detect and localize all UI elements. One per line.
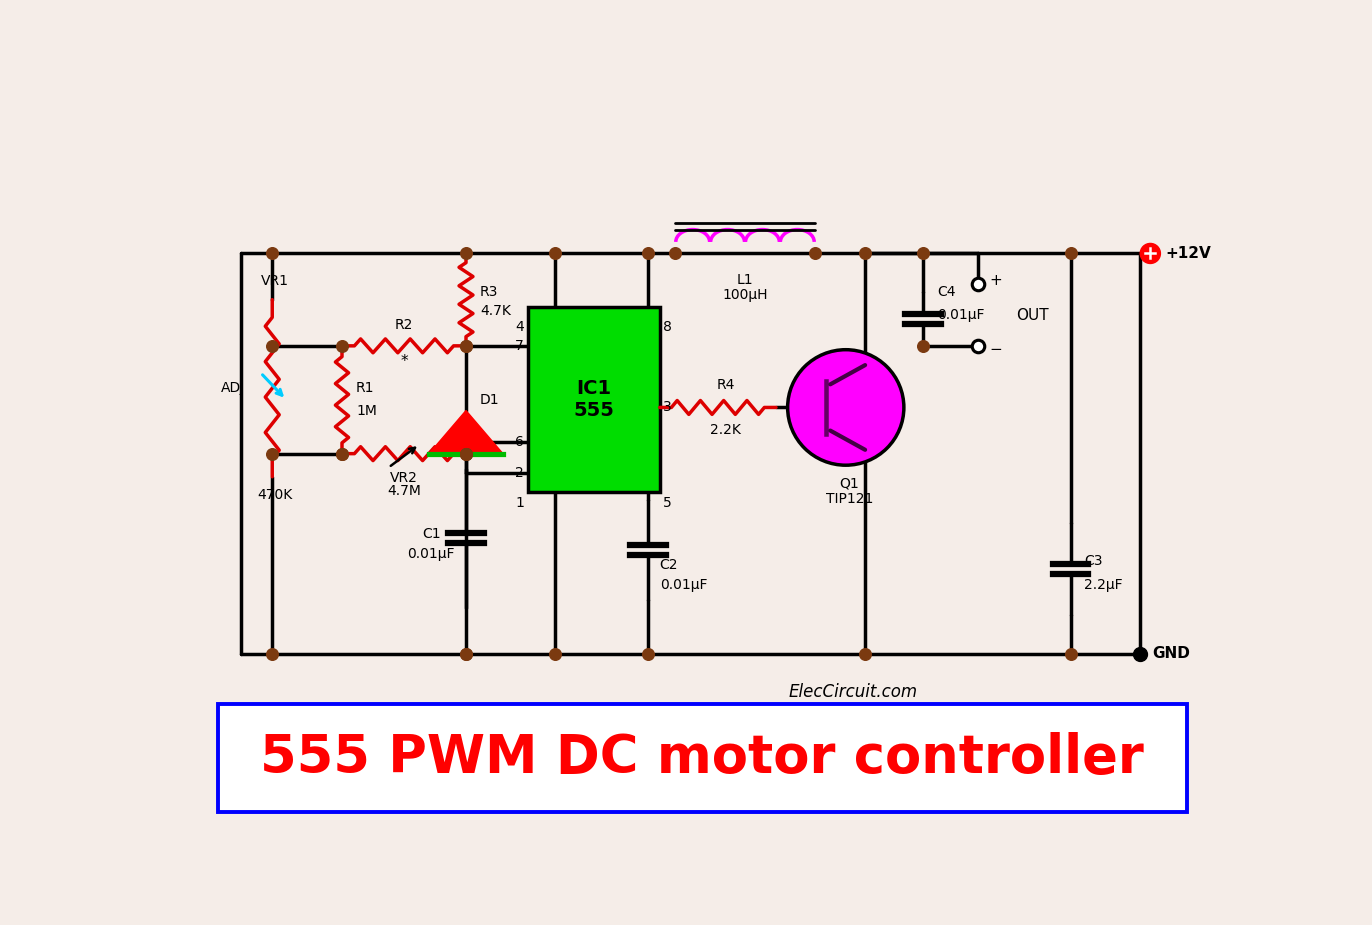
Point (1059, 246, 1081, 261)
Text: R1: R1 (355, 381, 375, 395)
Text: OUT: OUT (1017, 307, 1048, 323)
Text: −: − (989, 342, 1002, 357)
Text: 1M: 1M (355, 404, 377, 418)
Text: 1: 1 (516, 496, 524, 510)
Text: +: + (989, 273, 1002, 288)
Point (637, 246, 659, 261)
Point (664, 246, 686, 261)
Text: R2: R2 (395, 318, 413, 332)
Point (261, 246, 283, 261)
Text: 0.01μF: 0.01μF (407, 547, 456, 561)
Point (456, 446, 477, 461)
Text: 100μH: 100μH (722, 288, 768, 302)
Text: 470K: 470K (257, 488, 292, 502)
Point (545, 246, 567, 261)
Point (855, 246, 877, 261)
Text: ADJ: ADJ (221, 381, 246, 395)
Text: ElecCircuit.com: ElecCircuit.com (789, 684, 918, 701)
Text: IC1
555: IC1 555 (573, 379, 615, 420)
Point (637, 647, 659, 661)
Text: 0.01μF: 0.01μF (937, 308, 985, 322)
Text: 6: 6 (516, 435, 524, 450)
Point (331, 446, 353, 461)
Text: 4: 4 (516, 320, 524, 334)
Point (804, 246, 826, 261)
Point (331, 446, 353, 461)
Text: GND: GND (1152, 647, 1190, 661)
Text: C1: C1 (421, 527, 440, 541)
Point (456, 339, 477, 353)
Text: VR2: VR2 (390, 471, 418, 485)
Point (261, 446, 283, 461)
Point (456, 246, 477, 261)
Text: 4.7K: 4.7K (480, 304, 510, 318)
Text: +12V: +12V (1165, 246, 1211, 261)
Text: 555 PWM DC motor controller: 555 PWM DC motor controller (261, 732, 1144, 783)
Point (912, 246, 934, 261)
Text: D1: D1 (480, 393, 499, 407)
Text: 2.2μF: 2.2μF (1084, 577, 1124, 592)
Point (912, 339, 934, 353)
Point (456, 647, 477, 661)
Point (456, 446, 477, 461)
Text: 4.7M: 4.7M (387, 485, 421, 499)
Point (261, 339, 283, 353)
Point (261, 647, 283, 661)
Polygon shape (429, 411, 504, 453)
Point (1129, 647, 1151, 661)
Point (456, 446, 477, 461)
Text: 0.01μF: 0.01μF (660, 577, 707, 592)
Text: 2.2K: 2.2K (711, 423, 741, 437)
Bar (528, 307, 660, 492)
Text: 5: 5 (663, 496, 672, 510)
Text: 3: 3 (663, 401, 672, 414)
Text: VR1: VR1 (261, 274, 288, 288)
Circle shape (1140, 243, 1161, 264)
Circle shape (788, 350, 904, 465)
Bar (218, 704, 1187, 812)
Text: 8: 8 (663, 320, 672, 334)
Point (456, 647, 477, 661)
Text: TIP121: TIP121 (826, 492, 874, 506)
Text: *: * (401, 353, 407, 368)
Text: C3: C3 (1084, 554, 1103, 569)
Text: C4: C4 (937, 285, 956, 299)
Text: R4: R4 (716, 378, 735, 392)
Text: C2: C2 (660, 559, 678, 573)
Point (855, 647, 877, 661)
Point (456, 339, 477, 353)
Text: R3: R3 (480, 285, 498, 299)
Text: 2: 2 (516, 466, 524, 480)
Point (331, 339, 353, 353)
Text: Q1: Q1 (840, 476, 859, 491)
Text: L1: L1 (737, 273, 753, 287)
Point (545, 647, 567, 661)
Text: 7: 7 (516, 339, 524, 352)
Point (1059, 647, 1081, 661)
